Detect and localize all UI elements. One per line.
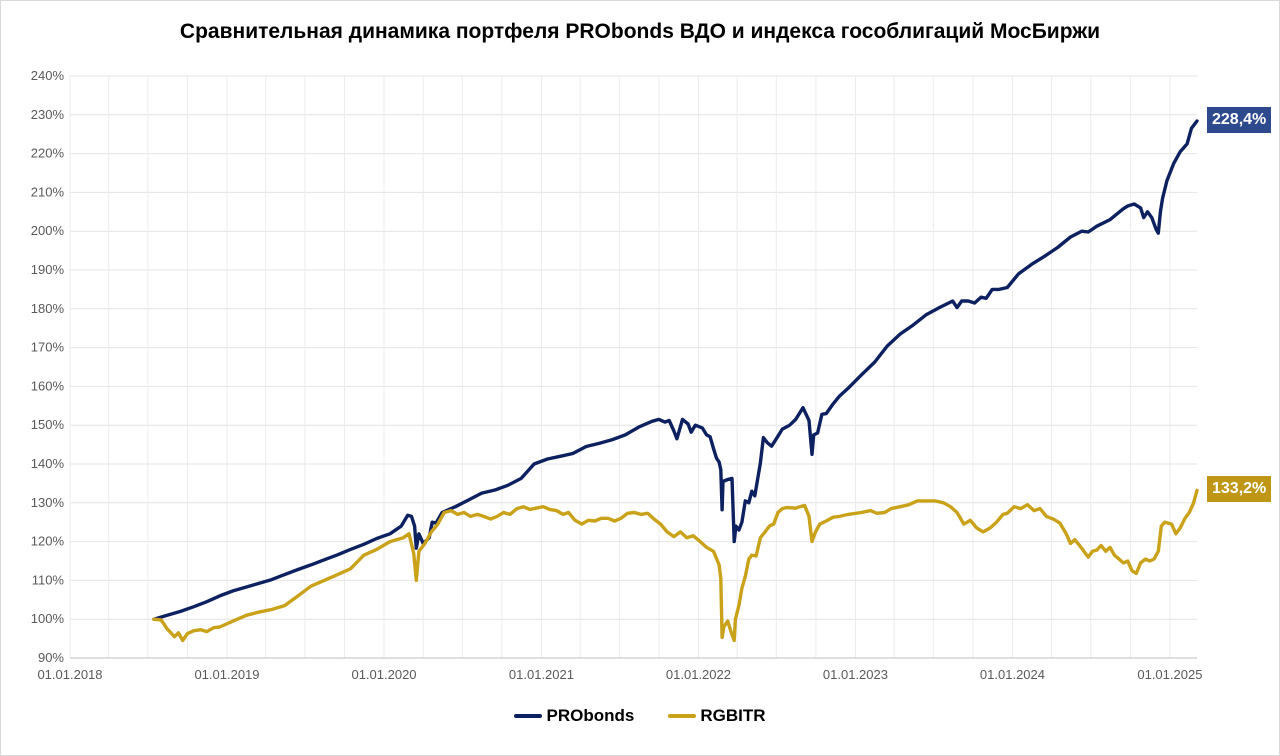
series-line-rgbitr bbox=[152, 488, 1199, 643]
end-value-label-rgbitr: 133,2% bbox=[1207, 476, 1272, 503]
legend-item-rgbitr: RGBITR bbox=[668, 706, 766, 726]
y-tick-label: 130% bbox=[31, 495, 65, 510]
y-tick-label: 180% bbox=[31, 301, 65, 316]
y-tick-label: 240% bbox=[31, 68, 65, 83]
y-tick-label: 150% bbox=[31, 417, 65, 432]
chart-title: Сравнительная динамика портфеля PRObonds… bbox=[179, 20, 1101, 43]
y-tick-label: 120% bbox=[31, 534, 65, 549]
chart-legend: PRObonds RGBITR bbox=[0, 706, 1280, 726]
end-value-label-probonds: 228,4% bbox=[1207, 107, 1272, 133]
x-tick-label: 01.01.2023 bbox=[823, 667, 888, 682]
x-tick-label: 01.01.2025 bbox=[1137, 667, 1202, 682]
legend-label-probonds: PRObonds bbox=[546, 706, 635, 725]
x-tick-label: 01.01.2021 bbox=[509, 667, 574, 682]
y-tick-label: 200% bbox=[31, 223, 65, 238]
y-tick-label: 90% bbox=[38, 650, 64, 665]
legend-swatch-rgbitr bbox=[668, 714, 697, 718]
x-tick-label: 01.01.2019 bbox=[194, 667, 259, 682]
y-tick-label: 110% bbox=[32, 572, 65, 587]
y-tick-label: 220% bbox=[31, 146, 65, 161]
x-tick-label: 01.01.2018 bbox=[37, 667, 102, 682]
legend-swatch-probonds bbox=[514, 714, 543, 718]
x-tick-label: 01.01.2020 bbox=[351, 667, 416, 682]
legend-item-probonds: PRObonds bbox=[514, 706, 634, 726]
x-tick-label: 01.01.2024 bbox=[980, 667, 1045, 682]
series-line-probonds bbox=[152, 119, 1199, 621]
legend-label-rgbitr: RGBITR bbox=[700, 706, 766, 725]
y-tick-label: 210% bbox=[31, 184, 65, 199]
y-tick-label: 190% bbox=[31, 262, 65, 277]
x-tick-label: 01.01.2022 bbox=[666, 667, 731, 682]
y-tick-label: 170% bbox=[31, 340, 65, 355]
y-tick-label: 140% bbox=[31, 456, 65, 471]
y-tick-label: 160% bbox=[31, 378, 65, 393]
y-tick-label: 230% bbox=[31, 107, 65, 122]
y-tick-label: 100% bbox=[31, 611, 65, 626]
